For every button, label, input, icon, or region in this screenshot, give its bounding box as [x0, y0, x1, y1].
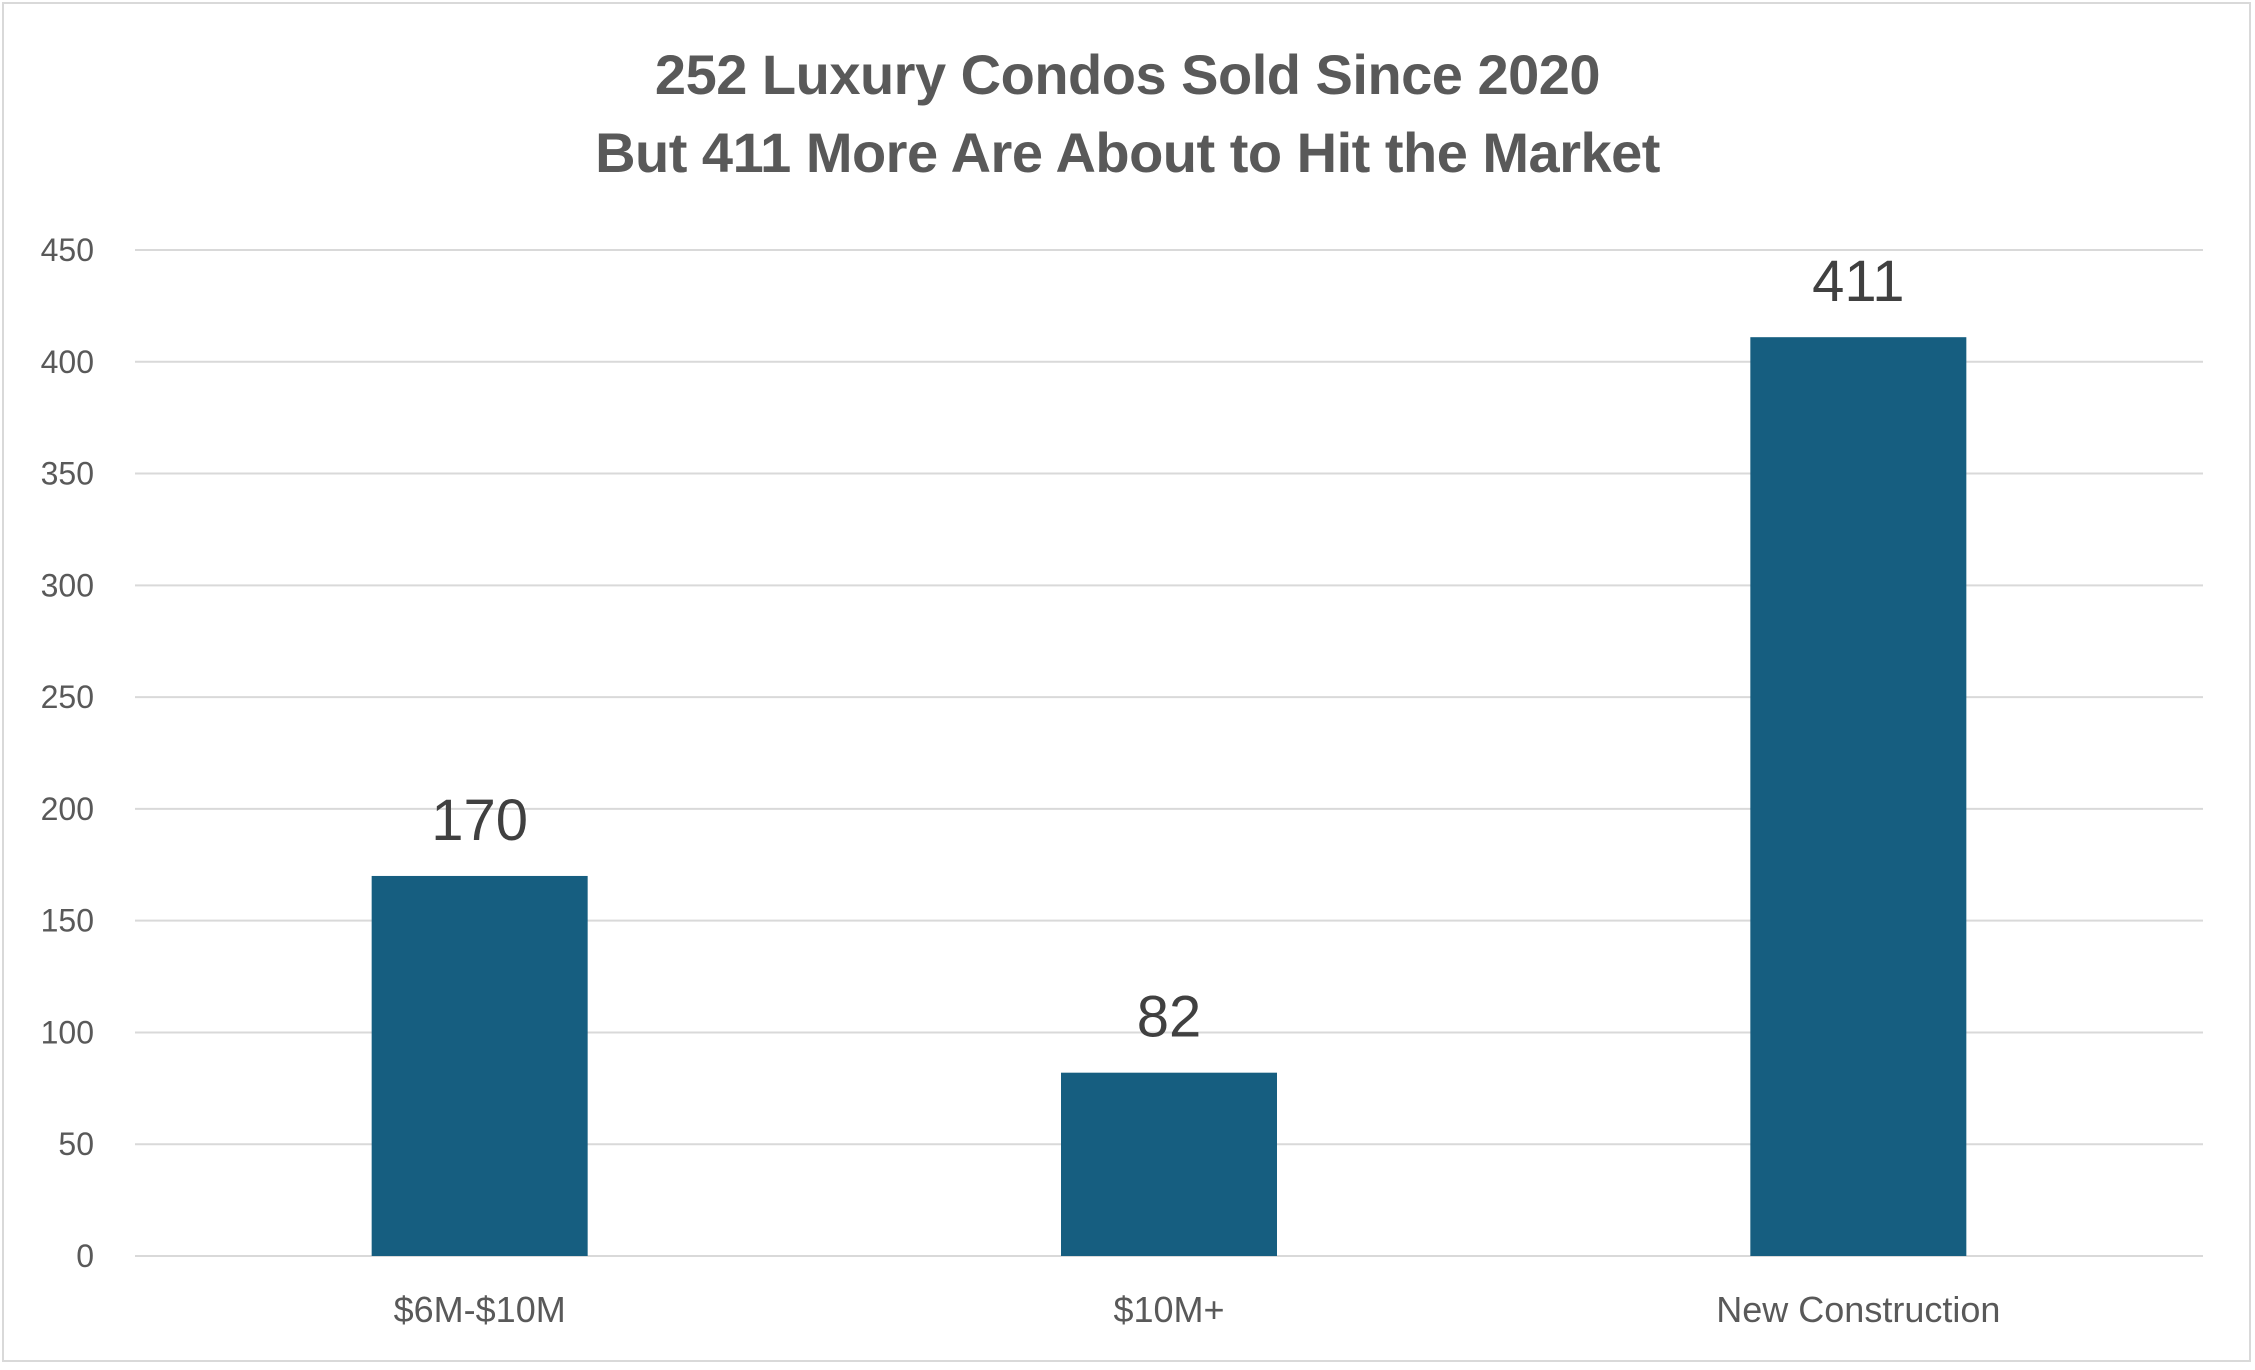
y-tick-label: 300 [41, 567, 94, 603]
y-tick-label: 50 [58, 1126, 94, 1162]
chart-title: 252 Luxury Condos Sold Since 2020 [654, 43, 1601, 106]
bars [371, 337, 1967, 1257]
x-category-label: New Construction [1716, 1289, 2000, 1330]
y-axis-ticks: 0 50 100 150 200 250 300 350 400 450 [41, 232, 94, 1274]
x-axis-categories: $6M-$10M $10M+ New Construction [394, 1289, 2001, 1330]
x-category-label: $10M+ [1113, 1289, 1224, 1330]
chart-subtitle: But 411 More Are About to Hit the Market [595, 121, 1660, 184]
y-tick-label: 100 [41, 1014, 94, 1050]
data-label: 411 [1812, 249, 1904, 314]
x-category-label: $6M-$10M [394, 1289, 566, 1330]
y-tick-label: 0 [76, 1238, 94, 1274]
data-labels: 170 82 411 [431, 249, 1904, 1049]
data-label: 82 [1137, 985, 1202, 1050]
y-tick-label: 250 [41, 679, 94, 715]
y-tick-label: 200 [41, 791, 94, 827]
bar [1061, 1072, 1277, 1256]
bar [1750, 337, 1967, 1257]
data-label: 170 [431, 788, 528, 853]
y-tick-label: 400 [41, 344, 94, 380]
y-tick-label: 150 [41, 903, 94, 939]
y-tick-label: 450 [41, 232, 94, 268]
y-tick-label: 350 [41, 456, 94, 492]
bar [371, 875, 588, 1256]
